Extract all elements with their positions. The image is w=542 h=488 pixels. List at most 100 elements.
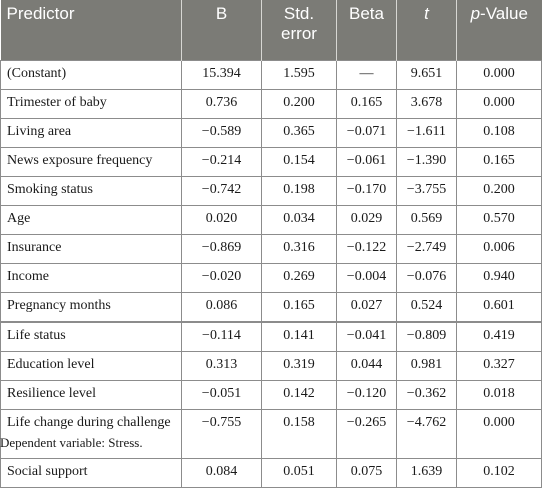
t-cell: −1.611 [396,118,457,148]
table-row: Age 0.020 0.034 0.029 0.569 0.570 [0,205,542,235]
std-error-cell: 0.200 [261,89,337,119]
predictor-cell: Living area [0,118,182,148]
t-cell: 1.639 [396,458,457,488]
b-cell: −0.869 [181,234,262,264]
p-value-cell: 0.200 [456,176,542,206]
predictor-cell: (Constant) [0,60,182,90]
b-cell: −0.051 [181,380,262,410]
b-cell: 0.086 [181,292,262,323]
p-value-cell: 0.000 [456,60,542,90]
p-value-cell: 0.006 [456,234,542,264]
table-footnote: Dependent variable: Stress. [0,435,143,450]
beta-cell: −0.004 [336,263,397,293]
table-row: Resilience level −0.051 0.142 −0.120 −0.362 0… [0,380,542,410]
t-cell: −0.076 [396,263,457,293]
header-predictor: Predictor [0,0,182,61]
header-p-value: p-Value [456,0,542,61]
beta-cell: — [336,60,397,90]
table-row: Smoking status −0.742 0.198 −0.170 −3.755 0.2… [0,176,542,206]
predictor-cell: Social support [0,458,182,488]
table-row: Income −0.020 0.269 −0.004 −0.076 0.940 [0,263,542,293]
header-std-error: Std. error [261,0,337,61]
t-cell: −0.809 [396,321,457,352]
table-row: Life status −0.114 0.141 −0.041 −0.809 0.419 [0,321,542,352]
table-body: (Constant) 15.394 1.595—9.651 0.000 Trimeste… [0,60,542,488]
table-row: News exposure frequency −0.214 0.154 −0.061… [0,147,542,177]
beta-cell: −0.071 [336,118,397,148]
predictor-cell: Life status [0,321,182,352]
header-row: Predictor B Std. error Beta t p-Value [0,0,542,61]
predictor-cell: News exposure frequency [0,147,182,177]
std-error-cell: 0.269 [261,263,337,293]
b-cell: −0.742 [181,176,262,206]
b-cell: −0.755 [181,409,262,459]
header-b: B [181,0,262,61]
header-t-text: t [424,4,429,23]
t-cell: 0.981 [396,351,457,381]
p-value-cell: 0.102 [456,458,542,488]
table-row: Pregnancy months 0.086 0.165 0.027 0.524 0.60… [0,292,542,323]
table-row: Education level 0.313 0.319 0.044 0.981 0.327 [0,351,542,381]
std-error-cell: 0.142 [261,380,337,410]
predictor-cell: Resilience level [0,380,182,410]
table-row: Trimester of baby 0.736 0.200 0.165 3.678 0.0… [0,89,542,119]
beta-cell: −0.122 [336,234,397,264]
predictor-cell: Pregnancy months [0,292,182,323]
b-cell: 0.313 [181,351,262,381]
t-cell: 0.569 [396,205,457,235]
p-value-cell: 0.108 [456,118,542,148]
b-cell: 15.394 [181,60,262,90]
t-cell: −0.362 [396,380,457,410]
beta-cell: −0.170 [336,176,397,206]
std-error-cell: 1.595 [261,60,337,90]
b-cell: 0.020 [181,205,262,235]
predictor-cell: Insurance [0,234,182,264]
std-error-cell: 0.316 [261,234,337,264]
predictor-cell: Education level [0,351,182,381]
beta-cell: 0.044 [336,351,397,381]
table-row: (Constant) 15.394 1.595—9.651 0.000 [0,60,542,90]
p-value-cell: 0.940 [456,263,542,293]
std-error-cell: 0.198 [261,176,337,206]
b-cell: 0.736 [181,89,262,119]
b-cell: −0.114 [181,321,262,352]
std-error-cell: 0.319 [261,351,337,381]
p-value-cell: 0.601 [456,292,542,323]
table-row: Life change during challenge −0.755 0.158−… [0,409,542,459]
predictor-cell: Age [0,205,182,235]
header-p-suffix: -Value [480,4,528,23]
p-value-cell: 0.165 [456,147,542,177]
std-error-cell: 0.051 [261,458,337,488]
beta-cell: −0.120 [336,380,397,410]
beta-cell: 0.075 [336,458,397,488]
predictor-cell: Trimester of baby [0,89,182,119]
b-cell: 0.084 [181,458,262,488]
predictor-cell: Smoking status [0,176,182,206]
table-row: Living area −0.589 0.365 −0.071 −1.611 0.108 [0,118,542,148]
beta-cell: −0.061 [336,147,397,177]
beta-cell: 0.027 [336,292,397,323]
b-cell: −0.020 [181,263,262,293]
t-cell: −2.749 [396,234,457,264]
std-error-cell: 0.141 [261,321,337,352]
t-cell: −4.762 [396,409,457,459]
beta-cell: 0.165 [336,89,397,119]
header-beta: Beta [336,0,397,61]
std-error-cell: 0.158 [261,409,337,459]
t-cell: 0.524 [396,292,457,323]
header-t: t [396,0,457,61]
p-value-cell: 0.570 [456,205,542,235]
predictor-cell: Income [0,263,182,293]
p-value-cell: 0.000 [456,89,542,119]
t-cell: 9.651 [396,60,457,90]
t-cell: −3.755 [396,176,457,206]
std-error-cell: 0.365 [261,118,337,148]
p-value-cell: 0.000 [456,409,542,459]
p-value-cell: 0.327 [456,351,542,381]
std-error-cell: 0.034 [261,205,337,235]
beta-cell: −0.265 [336,409,397,459]
p-value-cell: 0.419 [456,321,542,352]
beta-cell: −0.041 [336,321,397,352]
